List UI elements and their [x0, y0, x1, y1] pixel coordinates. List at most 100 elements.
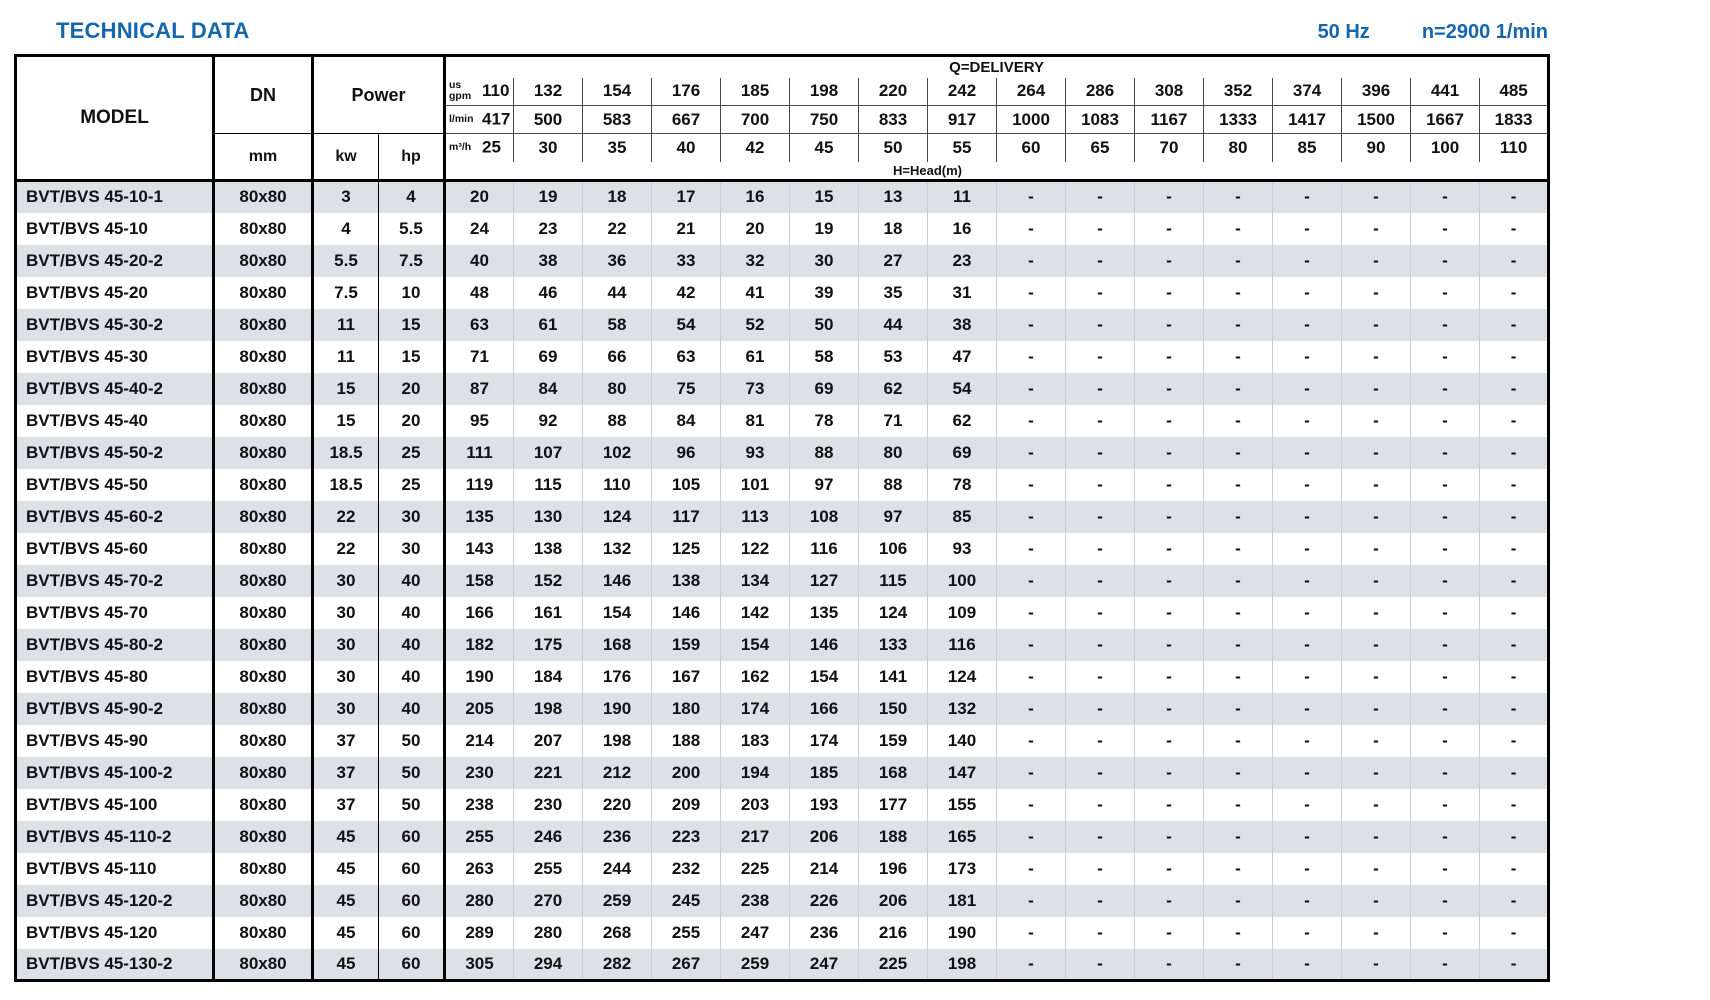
head-cell: -	[1203, 404, 1273, 437]
head-cell: -	[1272, 692, 1342, 725]
head-cell: -	[1478, 340, 1549, 373]
head-cell: 84	[651, 404, 721, 437]
head-cell: 216	[858, 916, 928, 949]
head-cell: -	[1272, 468, 1342, 501]
head-cell: -	[1134, 660, 1204, 693]
head-cell: 181	[927, 884, 997, 917]
head-cell: 177	[858, 788, 928, 821]
table-row: BVT/BVS 45-10 80x80 4 5.5 24 23 22 21 20 19 18 16- -…	[15, 212, 1549, 245]
head-label-row: H=Head(m)	[16, 161, 1549, 181]
hp-cell: 20	[378, 372, 445, 405]
head-cell: -	[1203, 564, 1273, 597]
kw-cell: 7.5	[311, 276, 379, 309]
head-cell: -	[1272, 756, 1342, 789]
head-cell: -	[1341, 852, 1411, 885]
head-cell: 150	[858, 692, 928, 725]
dn-cell: 80x80	[212, 244, 313, 277]
head-cell: -	[996, 372, 1066, 405]
head-cell: -	[1203, 788, 1273, 821]
head-unit-label: H=Head(m)	[893, 162, 962, 178]
head-cell: -	[1134, 564, 1204, 597]
flow-usgpm-cell: 132	[513, 77, 583, 106]
head-cell: 69	[927, 436, 997, 469]
head-cell: -	[1065, 628, 1135, 661]
head-cell: 135	[443, 500, 514, 533]
head-cell: 113	[720, 500, 790, 533]
page-header: TECHNICAL DATA 50 Hz n=2900 1/min	[14, 12, 1550, 54]
head-cell: -	[1341, 916, 1411, 949]
head-cell: 259	[720, 948, 790, 981]
head-cell: -	[1065, 724, 1135, 757]
head-cell: 115	[858, 564, 928, 597]
head-cell: -	[996, 564, 1066, 597]
flow-unit-label: us gpm	[449, 79, 472, 103]
head-cell: -	[1065, 596, 1135, 629]
head-cell: 62	[858, 372, 928, 405]
head-cell: -	[1065, 820, 1135, 853]
head-cell: -	[1203, 724, 1273, 757]
head-cell: -	[1478, 692, 1549, 725]
head-cell: -	[1410, 756, 1480, 789]
head-cell: 232	[651, 852, 721, 885]
head-cell: -	[1410, 628, 1480, 661]
head-cell: -	[1272, 852, 1342, 885]
hp-cell: 40	[378, 564, 445, 597]
head-cell: 44	[582, 276, 652, 309]
head-cell: -	[1065, 532, 1135, 565]
head-cell: 101	[720, 468, 790, 501]
head-cell: -	[1410, 852, 1480, 885]
head-cell: 182	[443, 628, 514, 661]
head-cell: 42	[651, 276, 721, 309]
flow-lmin-cell: 750	[789, 105, 859, 134]
head-cell: 84	[513, 372, 583, 405]
header-specs: 50 Hz n=2900 1/min	[1318, 21, 1548, 44]
head-cell: -	[1065, 884, 1135, 917]
head-cell: 33	[651, 244, 721, 277]
head-cell: -	[1203, 628, 1273, 661]
head-cell: 159	[651, 628, 721, 661]
head-cell: -	[1272, 628, 1342, 661]
head-cell: -	[1341, 308, 1411, 341]
head-cell: 214	[443, 724, 514, 757]
head-cell: -	[1272, 404, 1342, 437]
flow-m3h-cell: 90	[1341, 133, 1411, 162]
head-cell: 289	[443, 916, 514, 949]
head-cell: 159	[858, 724, 928, 757]
head-cell: -	[1203, 756, 1273, 789]
flow-lmin-cell: 667	[651, 105, 721, 134]
head-cell: -	[1341, 340, 1411, 373]
head-cell: 61	[720, 340, 790, 373]
flow-lmin-cell: 917	[927, 105, 997, 134]
head-cell: -	[1272, 212, 1342, 245]
table-row: BVT/BVS 45-90-2 80x80 30 40 205 198 190 180 174 1…	[15, 692, 1549, 725]
head-cell: -	[1134, 500, 1204, 533]
head-cell: 46	[513, 276, 583, 309]
head-cell: -	[1065, 500, 1135, 533]
head-cell: -	[1203, 884, 1273, 917]
head-cell: 18	[582, 179, 652, 213]
head-cell: 53	[858, 340, 928, 373]
flow-usgpm-cell: 176	[651, 77, 721, 106]
head-cell: -	[1272, 179, 1342, 213]
head-cell: 73	[720, 372, 790, 405]
table-row: BVT/BVS 45-80-2 80x80 30 40 182 175 168 159 154 1…	[15, 628, 1549, 661]
hp-cell: 40	[378, 596, 445, 629]
table-row: BVT/BVS 45-10-1 80x80 3 4 20 19 18 17 16 15 13 11- -…	[15, 179, 1549, 213]
kw-cell: 37	[311, 724, 379, 757]
head-cell: 217	[720, 820, 790, 853]
dn-cell: 80x80	[212, 340, 313, 373]
head-cell: 40	[443, 244, 514, 277]
head-cell: -	[1341, 660, 1411, 693]
dn-cell: 80x80	[212, 852, 313, 885]
head-cell: -	[1134, 404, 1204, 437]
head-cell: 88	[858, 468, 928, 501]
head-cell: 147	[927, 756, 997, 789]
flow-lmin-cell: 500	[513, 105, 583, 134]
head-cell: -	[1410, 179, 1480, 213]
head-cell: 21	[651, 212, 721, 245]
head-cell: -	[1341, 436, 1411, 469]
head-cell: 44	[858, 308, 928, 341]
head-cell: 135	[789, 596, 859, 629]
model-cell: BVT/BVS 45-10	[26, 218, 148, 238]
model-cell: BVT/BVS 45-100-2	[26, 762, 173, 782]
